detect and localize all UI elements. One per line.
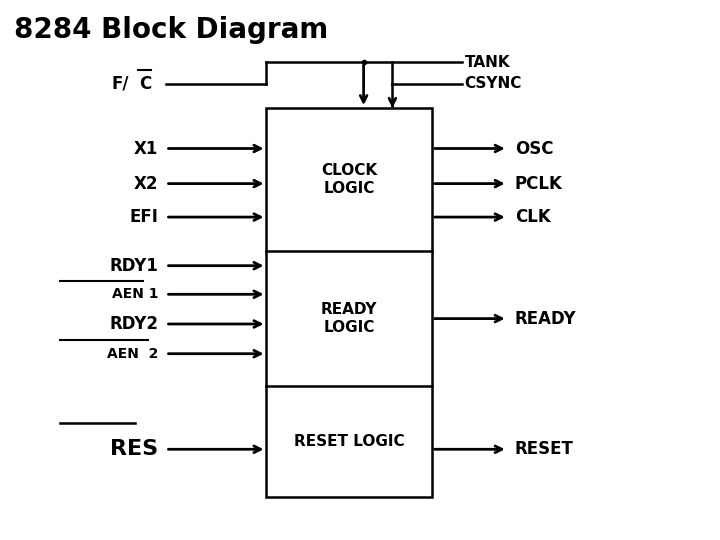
Text: READY
LOGIC: READY LOGIC: [321, 302, 377, 335]
Text: PCLK: PCLK: [515, 174, 562, 193]
Text: X1: X1: [134, 139, 158, 158]
Text: AEN 1: AEN 1: [112, 287, 158, 301]
Text: CLOCK
LOGIC: CLOCK LOGIC: [321, 163, 377, 195]
Text: OSC: OSC: [515, 139, 553, 158]
Text: RDY1: RDY1: [109, 256, 158, 275]
Text: RES: RES: [110, 439, 158, 460]
Text: TANK: TANK: [464, 55, 510, 70]
Text: RDY2: RDY2: [109, 315, 158, 333]
Text: RESET: RESET: [515, 440, 574, 458]
Text: F/: F/: [112, 75, 129, 93]
Text: AEN  2: AEN 2: [107, 347, 158, 361]
Text: C: C: [139, 75, 151, 93]
Text: X2: X2: [134, 174, 158, 193]
Text: RESET LOGIC: RESET LOGIC: [294, 434, 405, 449]
Text: CSYNC: CSYNC: [464, 76, 522, 91]
Text: 8284 Block Diagram: 8284 Block Diagram: [14, 16, 328, 44]
Text: EFI: EFI: [130, 208, 158, 226]
Text: READY: READY: [515, 309, 577, 328]
Bar: [266, 108, 432, 497]
Text: CLK: CLK: [515, 208, 551, 226]
